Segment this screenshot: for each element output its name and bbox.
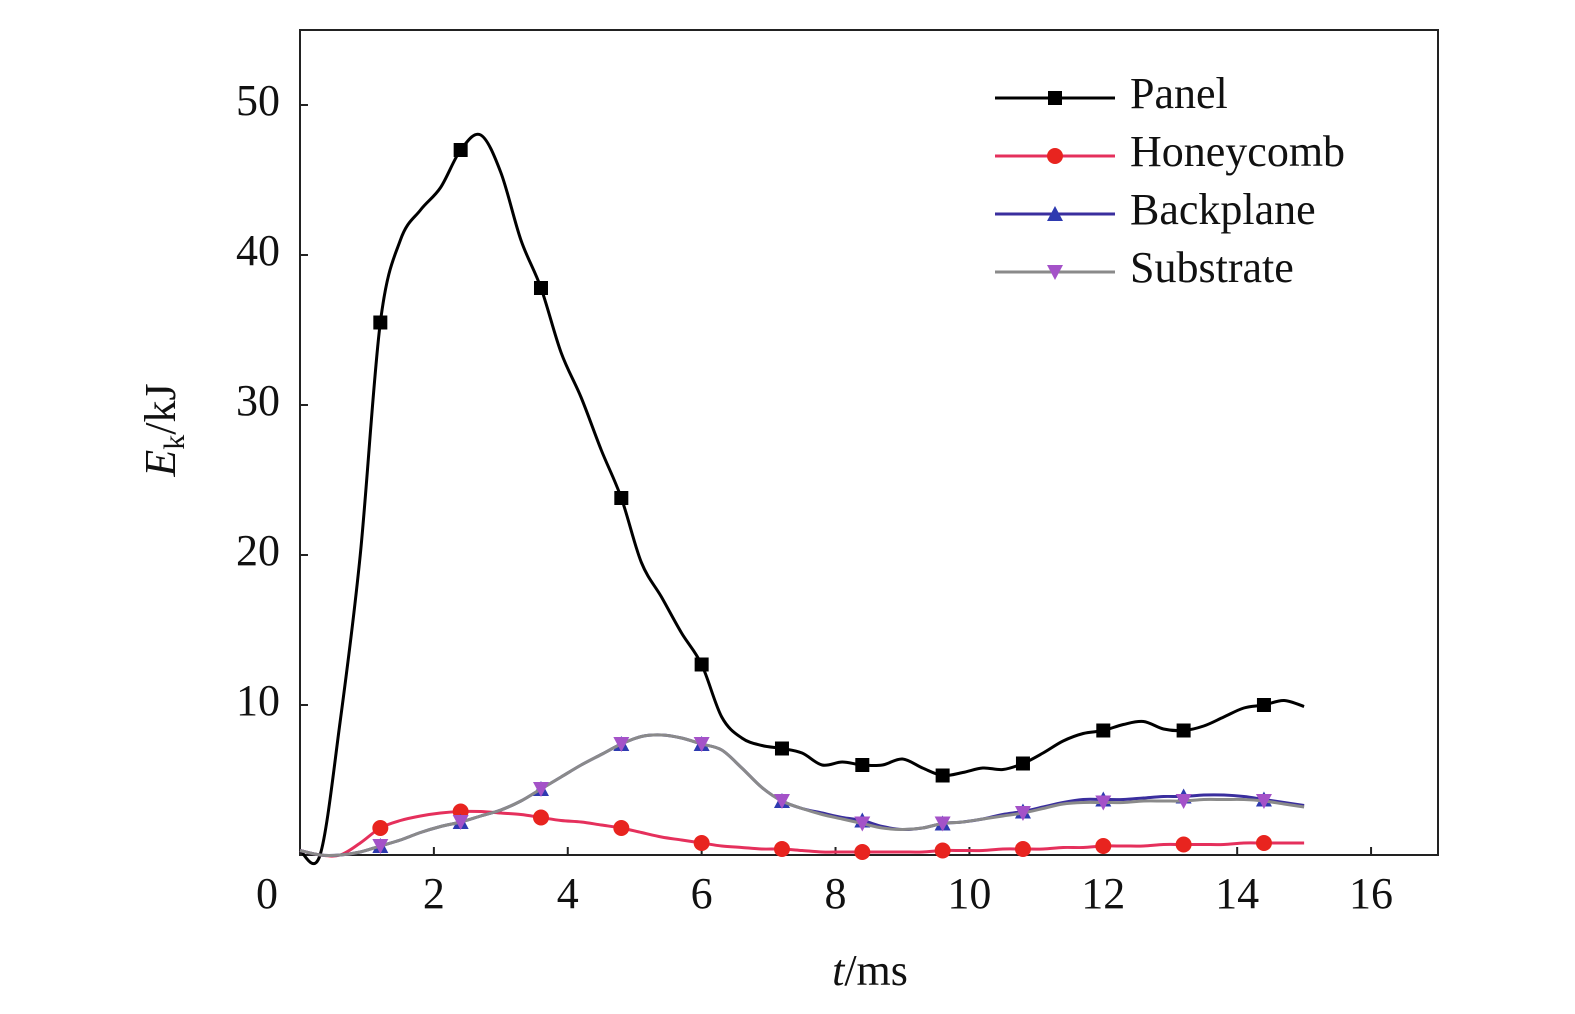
- legend-label: Honeycomb: [1130, 127, 1345, 176]
- marker: [452, 815, 469, 830]
- marker: [1175, 836, 1192, 853]
- marker: [1255, 794, 1272, 809]
- marker: [533, 281, 548, 295]
- legend-label: Backplane: [1130, 185, 1316, 234]
- marker: [1014, 806, 1031, 821]
- marker: [372, 839, 389, 854]
- x-label-symbol: t: [832, 946, 846, 995]
- x-axis-label: t/ms: [832, 946, 908, 995]
- y-label-symbol: E: [136, 450, 185, 478]
- x-tick-label: 8: [825, 869, 847, 918]
- marker: [774, 741, 789, 756]
- marker: [854, 816, 871, 832]
- marker: [1095, 838, 1112, 854]
- x-tick-label: 4: [557, 869, 579, 918]
- y-tick-label: 10: [236, 676, 280, 725]
- y-tick-label: 40: [236, 226, 280, 275]
- marker: [773, 841, 790, 857]
- marker: [613, 820, 630, 836]
- marker: [1176, 723, 1191, 738]
- marker: [694, 657, 709, 672]
- legend-label: Panel: [1130, 69, 1228, 118]
- x-tick-label: 12: [1081, 869, 1125, 918]
- y-tick-label: 50: [236, 76, 280, 125]
- x-tick-label: 16: [1349, 869, 1393, 918]
- marker: [693, 835, 710, 851]
- legend-label: Substrate: [1130, 243, 1294, 292]
- x-tick-label: 14: [1215, 869, 1259, 918]
- marker: [935, 768, 950, 783]
- marker: [854, 844, 871, 860]
- marker: [614, 491, 629, 505]
- y-label-subscript: k: [158, 435, 191, 450]
- marker: [1047, 265, 1063, 280]
- marker: [934, 816, 951, 832]
- y-tick-label: 30: [236, 376, 280, 425]
- x-tick-label: 2: [423, 869, 445, 918]
- x-label-unit: /ms: [844, 946, 908, 995]
- marker: [1014, 841, 1031, 857]
- marker: [532, 809, 549, 826]
- y-tick-label: 20: [236, 526, 280, 575]
- x-tick-label: 6: [691, 869, 713, 918]
- y-label-unit: /kJ: [136, 383, 185, 434]
- marker: [532, 782, 549, 797]
- x-tick-label: 10: [947, 869, 991, 918]
- marker: [613, 737, 630, 752]
- marker: [773, 794, 790, 809]
- y-axis-label: Ek/kJ: [136, 383, 191, 477]
- marker: [1175, 794, 1192, 809]
- marker: [1015, 756, 1030, 771]
- marker: [1047, 148, 1063, 164]
- marker: [855, 758, 870, 772]
- series-line: [299, 809, 1305, 858]
- marker: [693, 737, 710, 752]
- marker: [1096, 723, 1111, 738]
- marker: [372, 820, 389, 836]
- marker: [934, 842, 951, 859]
- marker: [1255, 835, 1272, 851]
- marker: [1095, 795, 1112, 811]
- marker: [1048, 91, 1062, 105]
- marker: [453, 143, 468, 157]
- series-line: [299, 733, 1305, 857]
- marker: [373, 315, 388, 330]
- x-tick-label: 0: [256, 869, 278, 918]
- marker: [1047, 206, 1063, 221]
- marker: [1256, 698, 1271, 712]
